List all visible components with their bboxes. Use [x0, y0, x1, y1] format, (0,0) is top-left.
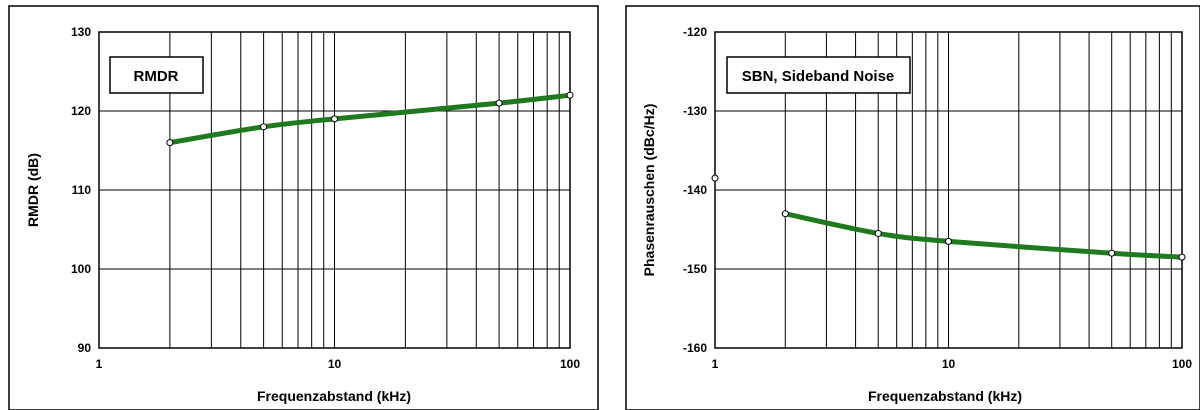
x-tick-labels: 1 10 100	[96, 357, 581, 371]
data-point	[166, 139, 174, 147]
x-axis-title: Frequenzabstand (kHz)	[868, 388, 1022, 404]
data-point	[781, 210, 789, 218]
y-tick-label: 130	[71, 25, 91, 39]
data-series	[166, 91, 574, 147]
y-tick-label: -130	[683, 104, 707, 118]
x-tick-labels: 1 10 100	[712, 357, 1193, 371]
legend-frame	[109, 56, 204, 94]
y-tick-label: -140	[683, 183, 707, 197]
y-tick-label: -120	[683, 25, 707, 39]
x-tick-label: 1	[712, 357, 719, 371]
y-tick-label: -160	[683, 341, 707, 355]
data-point	[711, 174, 719, 182]
y-tick-labels: -160 -150 -140 -130 -120	[683, 25, 707, 355]
data-series	[711, 174, 1186, 261]
series-line	[167, 92, 573, 146]
x-axis-title: Frequenzabstand (kHz)	[257, 388, 411, 404]
plot-grid	[715, 32, 1182, 348]
chart-frame	[8, 5, 599, 410]
data-point	[331, 115, 338, 123]
legend-box: SBN, Sideband Noise	[726, 56, 911, 94]
x-tick-label: 100	[560, 357, 580, 371]
plot-area	[714, 31, 1183, 349]
y-tick-label: -150	[683, 262, 707, 276]
y-tick-label: 120	[71, 104, 91, 118]
legend-box: RMDR	[109, 56, 204, 94]
plot-grid	[99, 32, 570, 348]
legend-title: RMDR	[134, 68, 179, 85]
data-point	[1108, 249, 1116, 257]
data-point	[566, 91, 574, 99]
y-axis-title: RMDR (dB)	[25, 153, 41, 227]
x-tick-label: 10	[328, 357, 342, 371]
y-tick-label: 100	[71, 262, 91, 276]
legend-title: SBN, Sideband Noise	[742, 68, 895, 85]
plot-area	[98, 31, 571, 349]
data-point	[1178, 253, 1186, 261]
y-tick-label: 90	[78, 341, 92, 355]
data-point	[260, 123, 268, 131]
x-tick-label: 100	[1172, 357, 1192, 371]
y-axis-title: Phasenrauschen (dBc/Hz)	[641, 104, 657, 277]
data-point	[495, 99, 503, 107]
data-point	[945, 237, 952, 245]
y-tick-label: 110	[72, 183, 92, 197]
data-point	[874, 229, 882, 237]
legend-frame	[726, 56, 911, 94]
series-line	[782, 211, 1185, 260]
y-tick-labels: 90 100 110 120 130	[71, 25, 91, 355]
chart-sbn: -160 -150 -140 -130 -120 1 10 100 SBN, Sideban…	[625, 5, 1200, 410]
x-tick-label: 1	[96, 357, 103, 371]
x-tick-label: 10	[942, 357, 956, 371]
chart-frame	[625, 5, 1200, 410]
